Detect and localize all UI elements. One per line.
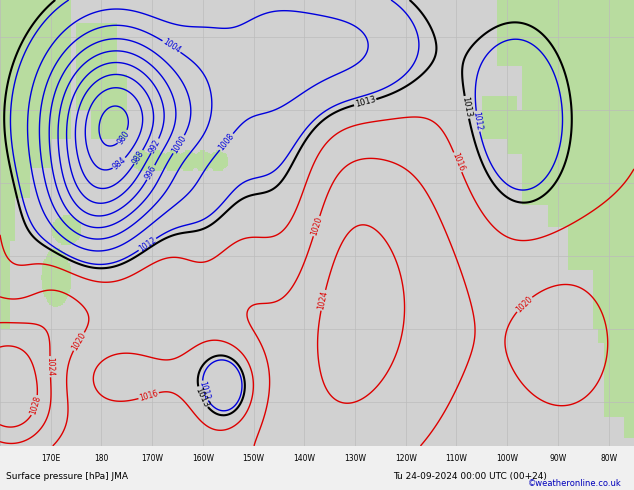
Text: 1004: 1004 [161, 37, 182, 55]
Text: 1012: 1012 [137, 235, 158, 253]
Text: 150W: 150W [243, 454, 264, 463]
Text: 984: 984 [111, 155, 128, 172]
Text: 140W: 140W [294, 454, 315, 463]
Text: 1024: 1024 [317, 290, 330, 311]
Text: ©weatheronline.co.uk: ©weatheronline.co.uk [527, 479, 621, 488]
Text: 1008: 1008 [217, 131, 236, 152]
Text: 1016: 1016 [450, 151, 465, 173]
Text: 90W: 90W [549, 454, 567, 463]
Text: 1020: 1020 [70, 331, 87, 352]
Text: 1013: 1013 [460, 96, 473, 119]
Text: 1013: 1013 [354, 95, 377, 109]
Text: 1028: 1028 [29, 395, 42, 416]
Text: 1012: 1012 [197, 381, 210, 401]
Text: 100W: 100W [496, 454, 518, 463]
Text: 80W: 80W [600, 454, 618, 463]
Text: 170W: 170W [141, 454, 163, 463]
Text: 170E: 170E [41, 454, 60, 463]
Text: 1024: 1024 [46, 357, 55, 376]
Text: 1000: 1000 [170, 134, 188, 155]
Text: 160W: 160W [192, 454, 214, 463]
Text: 1020: 1020 [309, 216, 324, 237]
Text: Tu 24-09-2024 00:00 UTC (00+24): Tu 24-09-2024 00:00 UTC (00+24) [393, 472, 547, 481]
Text: 988: 988 [131, 148, 146, 166]
Text: 130W: 130W [344, 454, 366, 463]
Text: 110W: 110W [446, 454, 467, 463]
Text: 992: 992 [148, 137, 162, 154]
Text: 1013: 1013 [193, 386, 210, 409]
Text: 980: 980 [115, 129, 131, 146]
Text: 1020: 1020 [514, 294, 534, 314]
Text: 120W: 120W [395, 454, 417, 463]
Text: Surface pressure [hPa] JMA: Surface pressure [hPa] JMA [6, 472, 128, 481]
Text: 180: 180 [94, 454, 108, 463]
Text: 1012: 1012 [472, 111, 484, 131]
Text: 1016: 1016 [138, 389, 159, 403]
Text: 996: 996 [143, 164, 158, 181]
